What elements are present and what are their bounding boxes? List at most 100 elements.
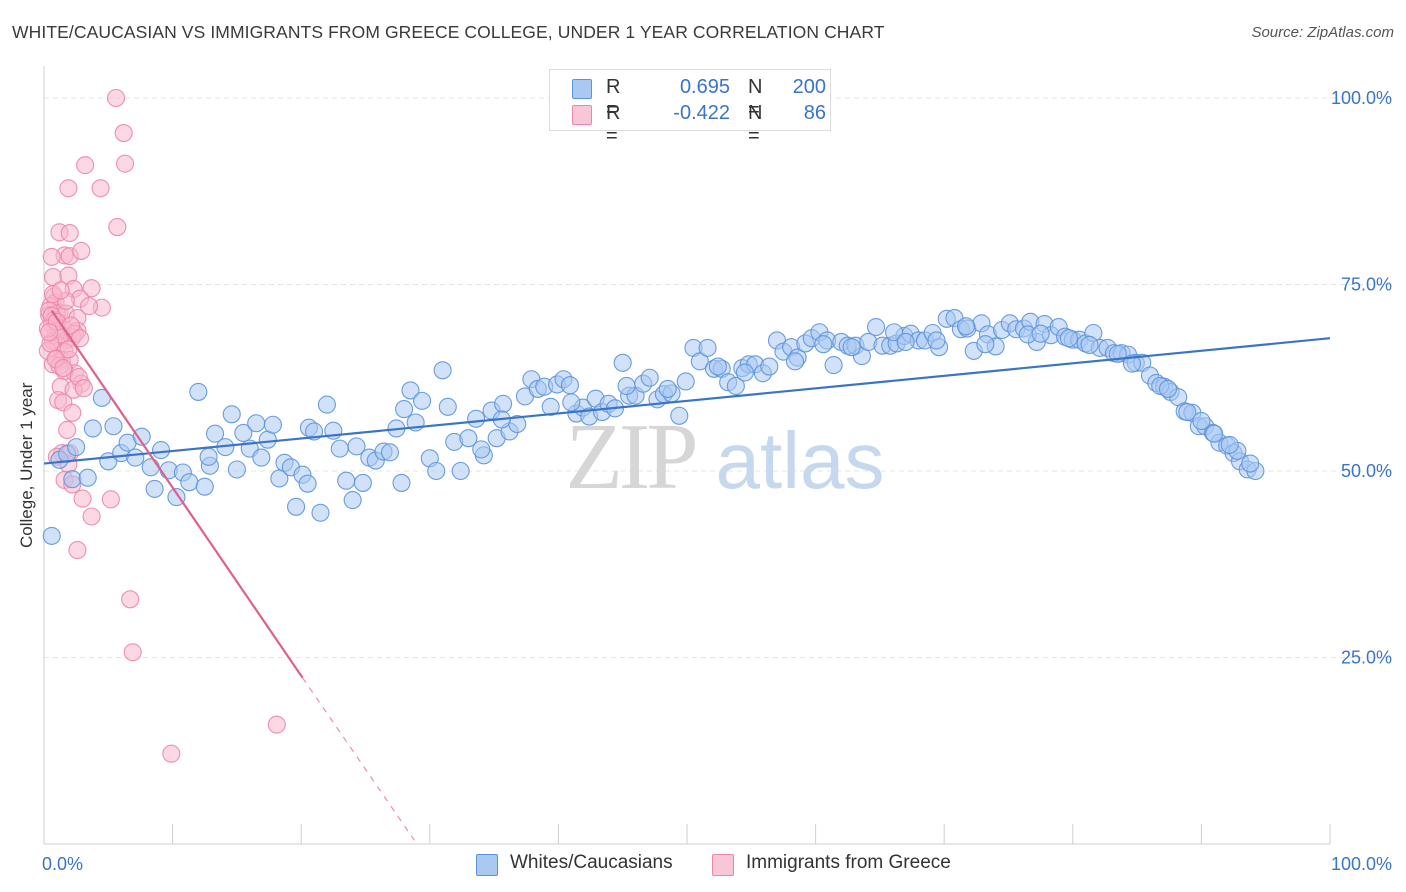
data-point-whites	[1122, 354, 1142, 373]
data-point-whites	[141, 458, 160, 477]
data-point-whites	[145, 479, 164, 498]
data-point-whites	[785, 352, 805, 371]
data-point-whites	[234, 423, 253, 443]
data-point-greece	[63, 403, 82, 422]
data-point-greece	[40, 323, 59, 342]
data-point-whites	[78, 468, 97, 487]
data-point-whites	[842, 338, 861, 357]
data-point-whites	[467, 409, 486, 428]
data-point-whites	[151, 441, 171, 460]
y-axis-label: College, Under 1 year	[17, 382, 36, 548]
data-point-whites	[347, 437, 366, 456]
data-point-whites	[247, 414, 266, 433]
data-point-greece	[82, 279, 101, 298]
data-point-whites	[63, 470, 82, 489]
data-point-whites	[83, 419, 102, 438]
data-point-whites	[896, 332, 915, 351]
data-point-greece	[115, 154, 135, 173]
data-point-whites	[189, 382, 208, 401]
legend-swatch-blue	[572, 79, 592, 99]
data-point-whites	[401, 381, 420, 400]
data-point-whites	[126, 448, 145, 467]
series-immigrants-from-greece	[38, 88, 286, 763]
data-point-whites	[42, 526, 61, 545]
data-point-whites	[199, 447, 218, 466]
data-point-whites	[1031, 324, 1050, 343]
x-tick-label-max: 100.0%	[1331, 854, 1392, 874]
data-point-greece	[123, 643, 142, 662]
data-point-whites	[287, 497, 306, 516]
y-tick-label: 25.0%	[1341, 648, 1392, 668]
y-tick-label: 75.0%	[1341, 275, 1392, 295]
data-point-whites	[427, 461, 446, 481]
data-point-whites	[1192, 411, 1211, 431]
data-point-whites	[353, 473, 372, 492]
legend-swatch-pink	[572, 105, 592, 125]
data-point-whites	[311, 503, 330, 522]
trend-lines	[43, 309, 1331, 841]
data-point-whites	[472, 440, 491, 459]
legend-label: Immigrants from Greece	[746, 852, 951, 873]
data-point-greece	[54, 359, 73, 378]
data-point-greece	[42, 247, 61, 266]
data-point-whites	[433, 361, 452, 380]
data-point-whites	[205, 424, 225, 443]
data-point-greece	[68, 541, 87, 560]
data-point-greece	[76, 156, 95, 175]
data-point-greece	[72, 241, 91, 260]
data-point-whites	[395, 400, 414, 419]
data-point-whites	[494, 394, 513, 413]
data-point-whites	[560, 376, 580, 395]
data-point-greece	[106, 88, 126, 108]
data-point-whites	[541, 397, 560, 416]
data-point-whites	[824, 356, 843, 375]
r-label: R =	[606, 102, 621, 147]
data-point-whites	[317, 395, 336, 414]
data-point-whites	[690, 352, 709, 371]
data-point-greece	[91, 179, 110, 198]
data-point-greece	[59, 179, 78, 198]
data-point-whites	[459, 429, 478, 448]
data-point-whites	[927, 331, 946, 350]
data-point-whites	[658, 379, 677, 398]
data-point-whites	[726, 376, 745, 396]
x-tick-label-min: 0.0%	[42, 854, 83, 874]
data-point-greece	[58, 420, 77, 440]
data-point-whites	[67, 438, 86, 457]
data-point-greece	[108, 218, 127, 237]
tick-labels: 25.0% 50.0% 75.0% 100.0% 0.0% 100.0%	[42, 88, 1392, 874]
data-point-whites	[451, 461, 470, 481]
legend-swatch-blue	[476, 854, 498, 876]
data-point-whites	[698, 338, 717, 357]
data-point-greece	[121, 590, 140, 609]
data-point-whites	[337, 471, 356, 490]
data-point-whites	[976, 335, 995, 354]
data-point-whites	[167, 488, 186, 507]
data-point-whites	[1080, 335, 1099, 354]
data-point-whites	[380, 443, 399, 462]
data-point-whites	[562, 393, 581, 412]
data-point-whites	[1158, 379, 1178, 398]
data-point-whites	[760, 357, 779, 376]
data-point-whites	[343, 491, 362, 510]
data-point-whites	[438, 397, 457, 416]
data-point-whites	[252, 448, 271, 467]
data-point-whites	[866, 317, 886, 337]
data-point-greece	[51, 281, 70, 300]
r-value: 0.695	[679, 76, 730, 98]
series-whites-caucasians	[42, 309, 1265, 545]
data-point-whites	[227, 460, 246, 479]
data-point-whites	[413, 391, 432, 410]
data-point-whites	[195, 477, 214, 496]
chart-title: WHITE/CAUCASIAN VS IMMIGRANTS FROM GREEC…	[12, 22, 885, 42]
data-point-whites	[180, 473, 199, 492]
n-value: 86	[803, 102, 826, 124]
data-point-whites	[670, 406, 689, 425]
data-point-greece	[74, 379, 93, 398]
data-point-greece	[60, 223, 79, 243]
data-point-whites	[132, 427, 151, 446]
source-credit: Source: ZipAtlas.com	[1251, 24, 1394, 41]
data-point-whites	[104, 417, 123, 436]
legend-label: Whites/Caucasians	[510, 852, 673, 873]
